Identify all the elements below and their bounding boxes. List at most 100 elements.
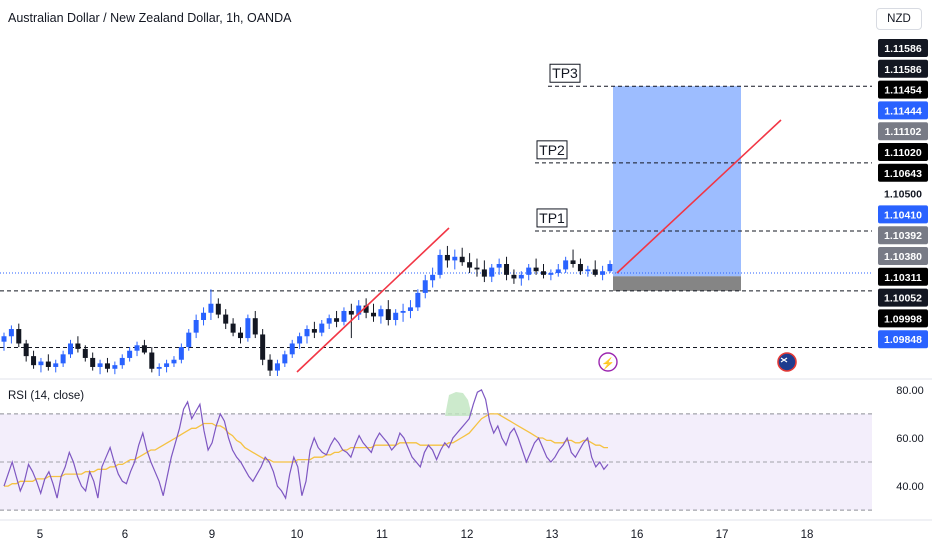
rsi-tick-label: 60.00 bbox=[896, 433, 924, 445]
candle-body bbox=[245, 318, 251, 339]
candle-body bbox=[156, 366, 162, 369]
price-label-bg bbox=[878, 309, 928, 328]
time-tick-label: 11 bbox=[376, 529, 388, 541]
candle-body bbox=[400, 310, 406, 313]
candle-body bbox=[577, 264, 583, 272]
candle-body bbox=[237, 332, 243, 339]
price-axis-label: 1.10052 bbox=[884, 293, 922, 305]
candle-body bbox=[8, 329, 14, 337]
candle-body bbox=[134, 345, 140, 351]
candle-body bbox=[422, 280, 428, 293]
candle-body bbox=[267, 359, 273, 371]
time-tick-label: 17 bbox=[716, 529, 729, 541]
candle-body bbox=[304, 329, 310, 337]
price-label-bg bbox=[878, 101, 928, 120]
candle-body bbox=[31, 356, 37, 366]
time-tick-label: 18 bbox=[801, 529, 814, 541]
candle-body bbox=[371, 312, 377, 317]
rsi-line bbox=[3, 388, 609, 500]
price-label-bg bbox=[878, 267, 928, 286]
price-label-bg bbox=[878, 226, 928, 245]
price-axis-label: 1.11020 bbox=[884, 147, 922, 159]
candle-body bbox=[474, 267, 480, 270]
candle-body bbox=[23, 343, 29, 357]
candle-body bbox=[533, 267, 539, 272]
candle-body bbox=[164, 363, 170, 367]
candle-body bbox=[348, 310, 354, 315]
candle-body bbox=[201, 312, 207, 320]
candle-body bbox=[297, 336, 303, 344]
price-axis-label: 1.11102 bbox=[885, 126, 922, 138]
candle-body bbox=[178, 347, 184, 360]
price-label-bg bbox=[878, 59, 928, 78]
lightning-icon bbox=[598, 352, 618, 372]
candle-body bbox=[171, 359, 177, 364]
candle-body bbox=[208, 303, 214, 313]
price-axis-label: 1.10392 bbox=[884, 230, 922, 242]
time-tick-label: 12 bbox=[461, 529, 474, 541]
candle-body bbox=[540, 271, 546, 275]
candle-body bbox=[378, 309, 384, 317]
candle-body bbox=[260, 334, 266, 360]
candle-body bbox=[149, 352, 155, 369]
rsi-overbought-fill bbox=[445, 392, 472, 416]
candle-body bbox=[526, 267, 532, 275]
candle-body bbox=[437, 254, 443, 275]
price-axis-label: 1.09998 bbox=[884, 313, 922, 325]
candle-body bbox=[38, 361, 44, 366]
candle-body bbox=[289, 343, 295, 355]
level-tag-tp1 bbox=[536, 208, 568, 228]
candle-body bbox=[45, 361, 51, 367]
candle-body bbox=[252, 318, 258, 335]
price-axis-label: 1.10643 bbox=[884, 168, 922, 180]
price-label-bg bbox=[878, 330, 928, 349]
candle-body bbox=[415, 292, 421, 308]
chart-title: Australian Dollar / New Zealand Dollar, … bbox=[8, 11, 292, 25]
time-tick-label: 6 bbox=[122, 529, 128, 541]
time-tick-label: 16 bbox=[631, 529, 644, 541]
candle-body bbox=[193, 320, 199, 333]
candle-body bbox=[311, 329, 317, 333]
candle-body bbox=[75, 343, 81, 349]
flag-cross bbox=[780, 357, 788, 363]
candle-body bbox=[444, 254, 450, 261]
candle-body bbox=[496, 264, 502, 268]
candle-body bbox=[555, 269, 561, 274]
price-label-bg bbox=[878, 288, 928, 307]
candle-body bbox=[90, 357, 96, 367]
price-axis-label: 1.11586 bbox=[884, 43, 922, 55]
candle-body bbox=[104, 363, 110, 369]
price-axis-label: 1.10500 bbox=[884, 189, 922, 201]
candle-body bbox=[452, 256, 458, 261]
price-axis-label: 1.11586 bbox=[884, 64, 922, 76]
candle-body bbox=[600, 271, 606, 275]
candle-body bbox=[467, 262, 473, 268]
currency-button[interactable]: NZD bbox=[876, 8, 922, 30]
candle-body bbox=[393, 312, 399, 320]
price-axis-label: 1.10311 bbox=[884, 272, 922, 284]
candle-body bbox=[326, 318, 332, 324]
candle-body bbox=[82, 348, 88, 358]
candle-body bbox=[518, 274, 524, 279]
price-axis-label: 1.10380 bbox=[884, 251, 922, 263]
trendline-0 bbox=[296, 227, 450, 373]
candle-body bbox=[504, 264, 510, 275]
candle-body bbox=[563, 260, 569, 270]
price-label-bg bbox=[878, 247, 928, 265]
candle-body bbox=[215, 303, 221, 315]
candle-body bbox=[319, 323, 325, 333]
candle-body bbox=[481, 269, 487, 277]
time-tick-label: 13 bbox=[546, 529, 559, 541]
time-tick-label: 5 bbox=[37, 529, 43, 541]
candle-body bbox=[230, 323, 236, 333]
price-axis-label: 1.11454 bbox=[884, 85, 922, 97]
candle-body bbox=[127, 350, 133, 358]
level-label-tp2: TP2 bbox=[539, 142, 565, 158]
candle-body bbox=[607, 264, 613, 272]
target-zone bbox=[613, 86, 741, 277]
candle-body bbox=[68, 343, 74, 355]
candle-body bbox=[407, 307, 413, 311]
candle-body bbox=[570, 260, 576, 264]
stop-zone bbox=[613, 276, 741, 291]
